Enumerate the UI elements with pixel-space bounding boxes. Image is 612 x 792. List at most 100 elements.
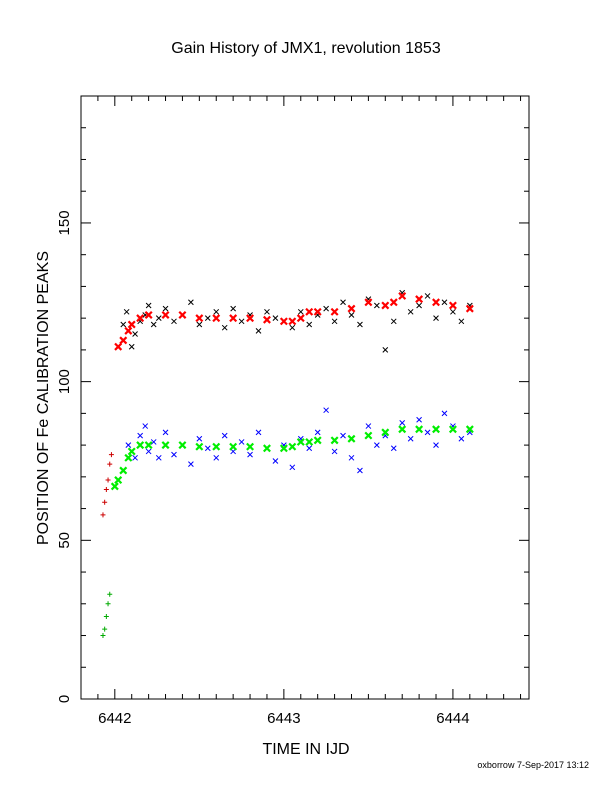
data-point-upper_raw [171,318,177,325]
data-point-lower_raw [142,423,149,429]
data-point-lower_raw [255,429,262,436]
data-point-upper_raw [297,308,304,315]
data-point-lower_smooth [465,425,474,434]
data-point-upper_smooth [144,311,153,319]
data-point-lower_raw [424,429,431,436]
data-point-upper_smooth [364,298,373,307]
data-point-lower_smooth [381,428,390,437]
data-point-lower_raw [132,454,138,461]
data-point-lower_raw [289,464,296,471]
data-point-upper_smooth [195,314,204,323]
data-marks [100,289,474,639]
data-point-upper_raw [123,308,130,315]
data-point-upper_raw [416,302,422,309]
data-point-lower_raw [221,432,228,439]
data-point-upper_smooth [347,304,356,313]
data-point-upper_raw [162,305,169,312]
data-point-upper_raw [204,315,211,322]
data-point-early_lower [103,613,109,619]
data-point-lower_raw [204,445,211,452]
data-point-lower_raw [357,467,363,474]
data-point-upper_smooth [330,307,339,316]
data-point-early_lower [107,591,113,597]
data-point-lower_smooth [313,436,322,445]
data-point-lower_raw [155,454,162,461]
y-tick-label: 150 [56,210,73,235]
data-point-lower_raw [137,432,144,439]
data-point-lower_smooth [415,425,424,434]
data-point-early_lower [105,601,111,607]
data-point-upper_smooth [279,317,288,326]
data-point-upper_raw [450,308,456,315]
data-point-upper_smooth [448,301,457,310]
series-early_upper [100,452,114,518]
data-point-lower_smooth [398,425,407,434]
data-point-lower_smooth [279,444,288,453]
data-point-upper_smooth [246,314,255,323]
data-point-upper_raw [458,318,465,325]
data-point-lower_raw [171,451,177,458]
data-point-lower_raw [306,445,313,452]
data-point-upper_raw [357,321,363,328]
y-axis-label: POSITION OF Fe CALIBRATION PEAKS [35,251,52,545]
data-point-early_lower [102,626,108,632]
data-point-upper_smooth [124,326,133,335]
data-point-lower_smooth [144,441,153,450]
data-point-early_upper [107,461,113,467]
data-point-lower_raw [150,439,157,445]
data-point-lower_raw [188,461,194,468]
data-point-early_upper [102,499,108,505]
data-point-lower_smooth [364,431,373,440]
series-early_lower [100,591,113,639]
data-point-lower_raw [458,435,465,442]
data-point-lower_raw [272,458,279,464]
data-point-lower_raw [399,420,406,426]
data-point-upper_smooth [178,311,187,319]
data-point-upper_smooth [432,298,440,307]
data-point-early_upper [105,477,111,483]
data-point-lower_raw [331,448,338,455]
data-point-upper_raw [382,347,389,353]
series-lower_smooth [110,425,474,491]
data-point-early_upper [108,452,114,458]
data-point-upper_raw [441,299,448,306]
data-point-upper_smooth [398,291,407,300]
data-point-upper_smooth [262,315,271,324]
data-point-upper_raw [188,299,194,306]
data-point-upper_smooth [313,307,322,316]
data-point-upper_smooth [229,314,238,323]
x-axis-label: TIME IN IJD [262,741,349,758]
data-point-lower_raw [145,448,152,455]
data-point-upper_raw [230,305,237,312]
data-point-lower_smooth [136,441,145,450]
data-point-early_upper [103,487,109,493]
data-point-lower_raw [247,451,253,458]
data-point-lower_smooth [229,442,238,451]
data-point-lower_smooth [124,453,133,462]
data-point-lower_raw [441,410,448,417]
data-point-upper_smooth [296,314,305,323]
data-point-upper_raw [150,321,157,328]
data-point-lower_raw [162,429,169,436]
data-point-lower_raw [373,442,380,448]
data-point-upper_raw [213,308,220,315]
data-point-upper_smooth [381,301,390,310]
series-lower_raw [125,407,473,474]
data-point-upper_smooth [114,342,123,351]
data-point-upper_raw [433,315,439,322]
data-point-upper_raw [155,315,162,322]
data-point-upper_raw [340,299,346,306]
plot-frame [80,95,530,700]
data-point-upper_raw [128,343,135,350]
data-point-lower_raw [433,442,439,448]
data-point-lower_smooth [127,447,136,456]
data-point-upper_raw [407,308,414,315]
data-point-upper_smooth [161,311,170,319]
data-point-lower_smooth [330,436,339,445]
data-point-upper_raw [255,327,262,334]
x-tick-label: 6444 [436,710,469,727]
data-point-early_lower [100,633,106,639]
data-point-upper_raw [306,321,313,328]
data-point-upper_smooth [136,314,145,323]
